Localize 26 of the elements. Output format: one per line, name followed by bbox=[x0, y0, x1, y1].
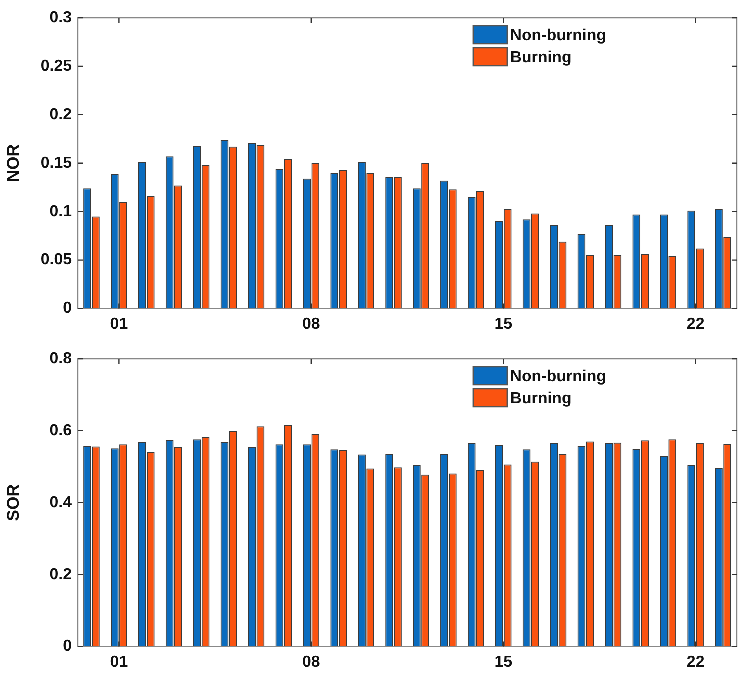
x-tick-label: 22 bbox=[686, 654, 705, 671]
x-tick-label: 22 bbox=[686, 316, 705, 333]
x-tick-label: 15 bbox=[494, 654, 513, 671]
legend-label: Burning bbox=[510, 390, 572, 408]
y-tick-label: 0.2 bbox=[50, 106, 72, 124]
y-tick-label: 0.15 bbox=[40, 154, 72, 172]
y-axis-title: NOR bbox=[4, 144, 23, 182]
x-tick-label: 01 bbox=[110, 316, 128, 333]
x-tick-label: 08 bbox=[302, 654, 320, 671]
y-axis-title: SOR bbox=[4, 484, 23, 522]
legend-label: Burning bbox=[510, 49, 572, 66]
legend-label: Non-burning bbox=[510, 368, 606, 386]
y-tick-label: 0.2 bbox=[50, 566, 72, 584]
y-tick-label: 0 bbox=[63, 638, 72, 656]
y-tick-label: 0.25 bbox=[40, 58, 72, 75]
y-tick-label: 0 bbox=[63, 300, 72, 318]
legend-label: Non-burning bbox=[510, 27, 606, 44]
y-tick-label: 0.4 bbox=[50, 494, 72, 512]
y-tick-label: 0.3 bbox=[50, 9, 72, 26]
x-tick-label: 15 bbox=[494, 316, 513, 333]
x-tick-label: 08 bbox=[302, 316, 320, 333]
y-tick-label: 0.8 bbox=[50, 350, 72, 368]
x-tick-label: 01 bbox=[110, 654, 128, 671]
y-tick-label: 0.6 bbox=[50, 422, 72, 440]
y-tick-label: 0.1 bbox=[50, 203, 72, 220]
y-tick-label: 0.05 bbox=[40, 252, 72, 269]
